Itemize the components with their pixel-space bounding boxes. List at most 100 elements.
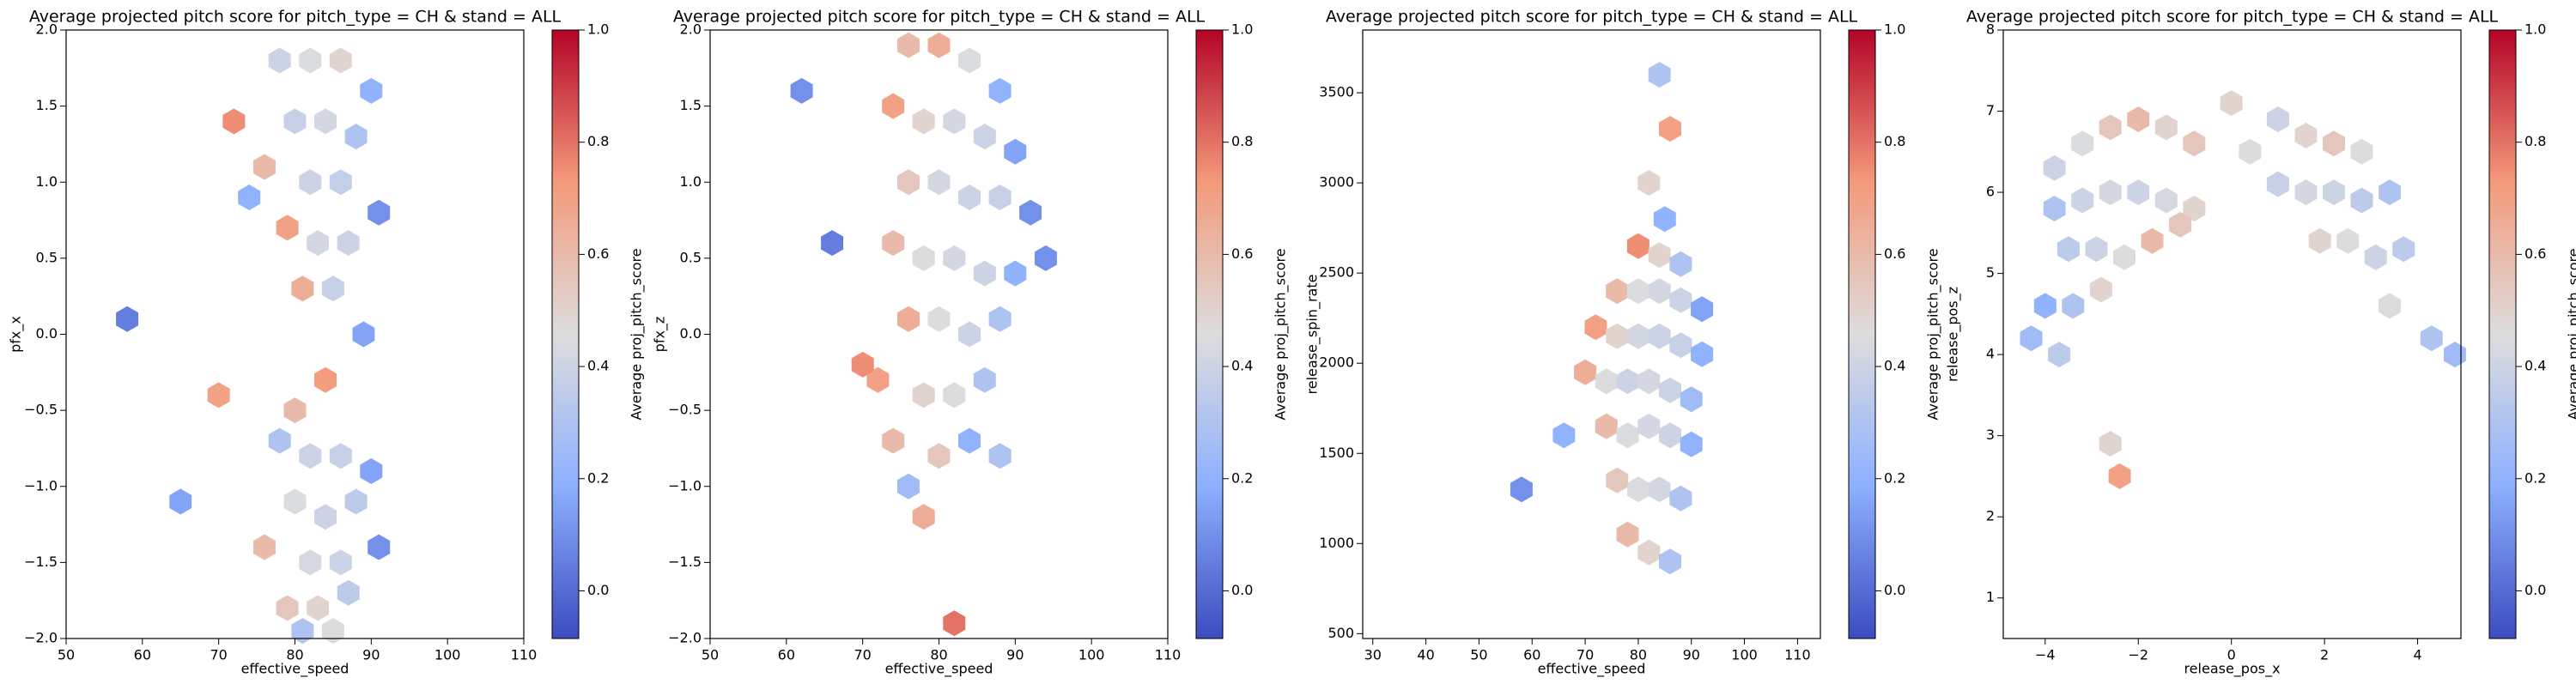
hex-cell xyxy=(314,367,337,393)
colorbar-label: Average proj_pitch_score xyxy=(1273,248,1290,420)
hex-cell xyxy=(943,245,965,271)
x-axis-label: release_pos_x xyxy=(2184,661,2280,678)
hex-cell xyxy=(989,185,1012,210)
hex-cell xyxy=(1649,278,1671,304)
x-tick-label: 100 xyxy=(1731,647,1758,663)
hex-cell xyxy=(897,169,920,195)
y-tick-label: −2.0 xyxy=(24,630,58,646)
y-tick-label: 1000 xyxy=(1319,535,1354,551)
hex-cell xyxy=(299,48,321,74)
hex-cell xyxy=(238,185,260,210)
hex-cell xyxy=(1617,522,1639,548)
chart-title: Average projected pitch score for pitch_… xyxy=(1326,8,1858,27)
y-tick-label: 4 xyxy=(1986,346,1995,362)
x-tick-label: 60 xyxy=(778,647,795,663)
hex-cell xyxy=(2444,342,2466,367)
hex-cell xyxy=(1659,422,1681,448)
colorbar-tick-label: 0.2 xyxy=(2524,469,2546,486)
colorbar-tick-label: 0.4 xyxy=(2524,358,2546,374)
hex-cell xyxy=(2071,130,2093,156)
hex-cell xyxy=(1627,324,1649,349)
hex-cell xyxy=(116,306,138,332)
hex-cell xyxy=(1595,368,1618,394)
x-tick-label: 2 xyxy=(2320,647,2329,663)
hex-cell xyxy=(989,78,1012,104)
x-tick-label: 110 xyxy=(511,647,538,663)
hex-cell xyxy=(928,33,951,58)
hex-cell xyxy=(2379,293,2401,318)
hex-cell xyxy=(958,322,981,348)
colorbar-tick-label: 1.0 xyxy=(587,21,609,38)
hex-cell xyxy=(1669,251,1692,277)
hex-cell xyxy=(307,596,329,621)
x-tick-label: 50 xyxy=(58,647,75,663)
hex-cell xyxy=(1680,432,1703,457)
hex-cell xyxy=(2099,431,2122,457)
hex-cell xyxy=(1617,368,1639,394)
y-tick-label: 1.5 xyxy=(680,97,702,113)
hex-cell xyxy=(2020,325,2043,351)
hex-cell xyxy=(2127,106,2149,132)
hex-cell xyxy=(2109,463,2131,489)
hex-cell xyxy=(1004,261,1026,287)
hex-cell xyxy=(913,382,935,408)
hex-cell xyxy=(1649,476,1671,502)
hex-cell xyxy=(989,306,1012,332)
hex-cell xyxy=(1552,422,1575,448)
colorbar-tick-label: 0.6 xyxy=(1231,245,1253,262)
hex-cell xyxy=(1659,548,1681,574)
hex-cell xyxy=(1649,242,1671,268)
x-tick-label: 40 xyxy=(1417,647,1434,663)
hex-cell xyxy=(2113,245,2136,270)
hex-cell xyxy=(2090,277,2112,303)
y-tick-label: −1.5 xyxy=(24,554,58,570)
colorbar-tick-label: 0.8 xyxy=(2524,133,2546,149)
hex-cell xyxy=(913,245,935,271)
hex-cell xyxy=(299,169,321,195)
x-tick-label: 50 xyxy=(1470,647,1487,663)
hex-cell xyxy=(1669,486,1692,511)
hex-cell xyxy=(2267,172,2289,197)
hex-cell xyxy=(2127,179,2149,205)
hex-cell xyxy=(791,78,813,104)
x-tick-label: 90 xyxy=(362,647,380,663)
hex-cell xyxy=(169,489,191,515)
hex-cell xyxy=(1595,414,1618,439)
hex-cell xyxy=(276,596,299,621)
hex-cell xyxy=(882,428,904,454)
hex-cell xyxy=(291,275,313,301)
colorbar xyxy=(1196,30,1223,639)
hex-cell xyxy=(2057,236,2080,262)
hex-cell xyxy=(2309,228,2331,254)
hex-cell xyxy=(2421,325,2443,351)
hex-cell xyxy=(943,382,965,408)
hex-cell xyxy=(897,474,920,499)
hex-cell xyxy=(928,306,951,332)
hex-cell xyxy=(322,618,344,644)
hex-cell xyxy=(958,48,981,74)
y-tick-label: 1 xyxy=(1986,589,1995,605)
y-tick-label: 0.0 xyxy=(680,325,702,342)
hex-cell xyxy=(1637,170,1660,196)
hex-cell xyxy=(360,458,382,484)
y-tick-label: −0.5 xyxy=(668,402,702,418)
hex-cell xyxy=(1510,476,1533,502)
hex-cell xyxy=(2221,90,2243,116)
hex-cell xyxy=(330,48,352,74)
y-tick-label: 6 xyxy=(1986,184,1995,200)
colorbar-tick-label: 1.0 xyxy=(1231,21,1253,38)
hex-cell xyxy=(368,535,390,560)
hex-cell xyxy=(1669,288,1692,313)
hex-cell xyxy=(2062,293,2084,318)
hex-cell xyxy=(284,397,307,423)
hex-cell xyxy=(2351,139,2373,165)
hex-cell xyxy=(276,215,299,240)
hex-cell xyxy=(2351,188,2373,214)
hex-cell xyxy=(2044,196,2066,221)
x-tick-label: 70 xyxy=(854,647,871,663)
hex-cell xyxy=(897,306,920,332)
y-tick-label: −2.0 xyxy=(668,630,702,646)
axes-frame xyxy=(710,30,1168,639)
colorbar-tick-label: 0.6 xyxy=(587,245,609,262)
hex-cell xyxy=(943,108,965,134)
